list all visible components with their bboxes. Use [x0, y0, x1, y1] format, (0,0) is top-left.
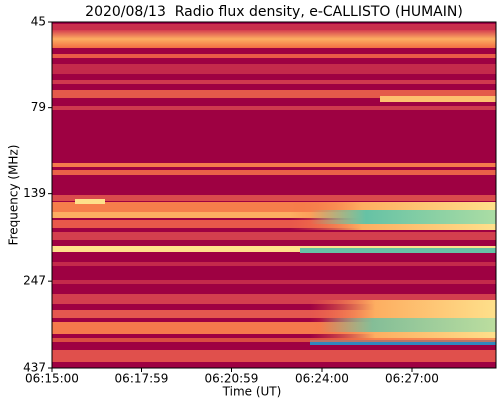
y-tick-label: 79 — [31, 100, 46, 114]
x-axis-label: Time (UT) — [222, 385, 282, 399]
x-tick-label: 06:24:00 — [295, 372, 349, 386]
y-tick-label: 247 — [23, 274, 46, 288]
x-tick-label: 06:17:59 — [115, 372, 169, 386]
x-tick-label: 06:20:59 — [205, 372, 259, 386]
y-tick-label: 139 — [23, 186, 46, 200]
x-tick-label: 06:15:00 — [25, 372, 79, 386]
y-tick-label: 437 — [23, 361, 46, 375]
spectrogram-image — [52, 22, 496, 368]
chart-title: 2020/08/13 Radio flux density, e-CALLIST… — [85, 4, 463, 20]
plot-frame — [51, 21, 497, 369]
y-axis-label: Frequency (MHz) — [7, 145, 21, 246]
x-tick-label: 06:27:00 — [385, 372, 439, 386]
y-tick-label: 45 — [31, 15, 46, 29]
